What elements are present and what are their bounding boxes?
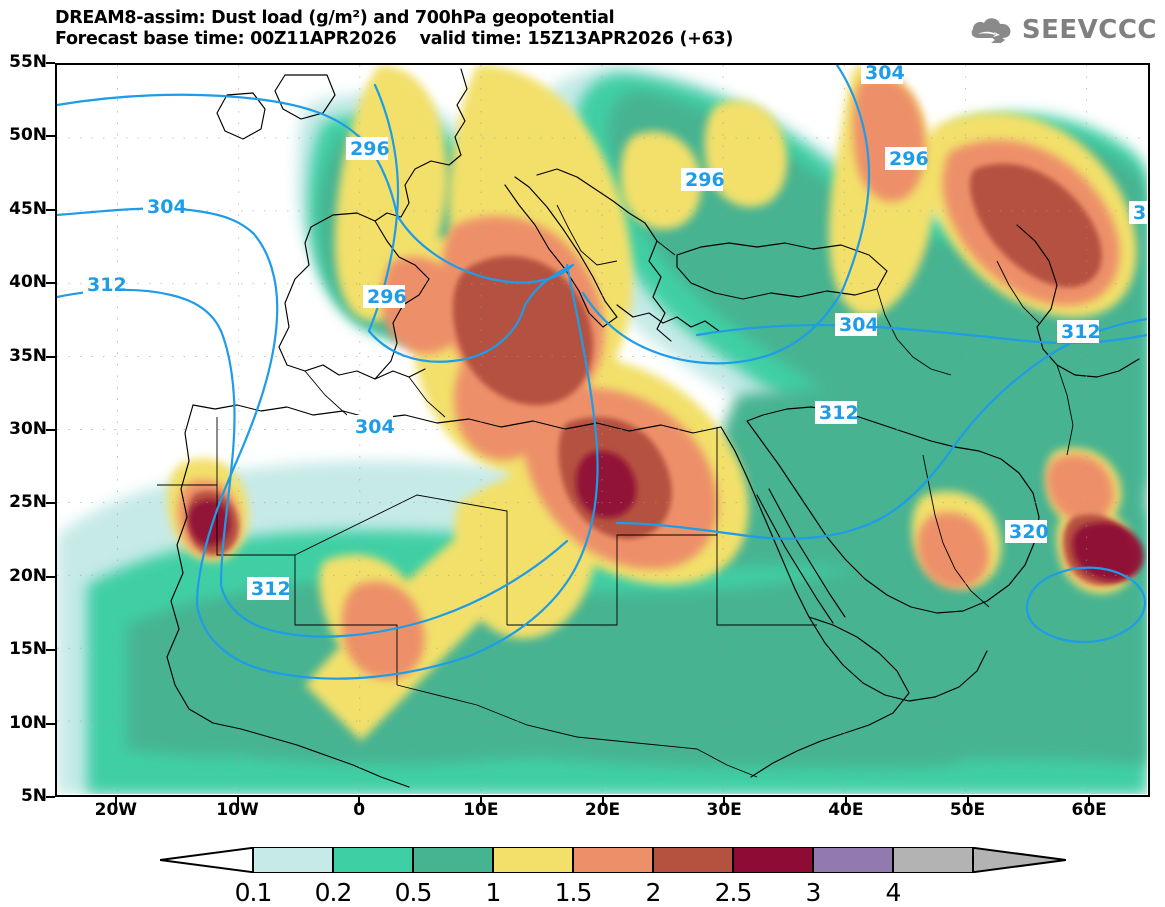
colorbar-label-2: 2 <box>645 878 662 907</box>
colorbar-segment-1[interactable] <box>333 847 413 873</box>
lon-tick-10e <box>479 797 482 806</box>
lon-tick-label-10w: 10W <box>216 800 259 820</box>
map-plot-area[interactable]: 296 296 296 296 304 304 304 304 312 <box>55 63 1150 797</box>
colorbar-label-0p1: 0.1 <box>234 878 273 907</box>
colorbar-segment-6[interactable] <box>733 847 813 873</box>
colorbar-segment-2[interactable] <box>413 847 493 873</box>
lat-tick-20n <box>46 575 55 578</box>
seevccc-logo: SEEVCCC <box>969 12 1157 48</box>
lon-tick-30e <box>723 797 726 806</box>
page-title: DREAM8-assim: Dust load (g/m²) and 700hP… <box>55 8 615 28</box>
lon-tick-50e <box>966 797 969 806</box>
lon-tick-label-40e: 40E <box>828 800 864 820</box>
lat-tick-label-25n: 25N <box>9 492 47 513</box>
svg-text:296: 296 <box>889 148 929 170</box>
lon-tick-20w <box>114 797 117 806</box>
lon-tick-label-30e: 30E <box>706 800 742 820</box>
lat-tick-label-10n: 10N <box>9 712 47 733</box>
lon-tick-0 <box>358 797 361 806</box>
page-subtitle: Forecast base time: 00Z11APR2026 valid t… <box>55 29 734 49</box>
lat-tick-label-35n: 35N <box>9 345 47 366</box>
chart-header: DREAM8-assim: Dust load (g/m²) and 700hP… <box>0 0 1165 58</box>
lat-tick-label-30n: 30N <box>9 419 47 439</box>
lon-tick-60e <box>1088 797 1091 806</box>
svg-text:312: 312 <box>251 578 291 600</box>
lon-tick-10w <box>236 797 239 806</box>
lat-tick-35n <box>46 355 55 358</box>
colorbar-over-arrow <box>973 847 1066 873</box>
colorbar-segment-3[interactable] <box>493 847 573 873</box>
lat-tick-55n <box>46 62 55 64</box>
lon-tick-label-50e: 50E <box>949 800 986 820</box>
svg-text:304: 304 <box>355 416 395 438</box>
colorbar-label-4: 4 <box>885 878 902 907</box>
colorbar[interactable]: 0.1 0.2 0.5 1 1.5 2 2.5 3 4 <box>0 838 1165 907</box>
lat-tick-50n <box>46 135 55 138</box>
lat-tick-label-45n: 45N <box>9 198 47 219</box>
lat-tick-label-5n: 5N <box>20 786 47 806</box>
svg-text:296: 296 <box>685 169 725 191</box>
svg-text:312: 312 <box>1061 321 1101 343</box>
coastlines-layer <box>166 68 1140 788</box>
colorbar-label-3: 3 <box>805 878 822 907</box>
colorbar-segments[interactable] <box>253 847 973 873</box>
lat-tick-label-15n: 15N <box>9 639 47 660</box>
lon-tick-40e <box>844 797 847 806</box>
lat-tick-15n <box>46 649 55 652</box>
lon-tick-20e <box>601 797 604 806</box>
colorbar-label-0p5: 0.5 <box>394 878 433 907</box>
colorbar-segment-7[interactable] <box>813 847 893 873</box>
lat-tick-label-50n: 50N <box>9 125 47 146</box>
lat-tick-label-20n: 20N <box>9 565 47 586</box>
colorbar-segment-5[interactable] <box>653 847 733 873</box>
dust-shading-3p0 <box>188 451 1144 581</box>
colorbar-segment-8[interactable] <box>893 847 973 873</box>
colorbar-label-0p2: 0.2 <box>314 878 353 907</box>
svg-text:312: 312 <box>87 274 127 296</box>
colorbar-segment-4[interactable] <box>573 847 653 873</box>
lon-tick-label-20e: 20E <box>584 800 621 820</box>
svg-text:304: 304 <box>865 65 905 84</box>
lat-tick-10n <box>46 722 55 725</box>
logo-text: SEEVCCC <box>1021 15 1157 45</box>
lon-tick-label-60e: 60E <box>1071 800 1107 820</box>
colorbar-segment-0[interactable] <box>253 847 333 873</box>
svg-text:312: 312 <box>819 402 859 424</box>
svg-text:296: 296 <box>350 138 390 160</box>
contour-labels: 296 296 296 296 304 304 304 304 312 <box>83 65 1147 600</box>
cloud-logo-icon <box>971 18 1011 43</box>
lat-tick-45n <box>46 208 55 211</box>
svg-text:304: 304 <box>839 314 879 336</box>
svg-text:3: 3 <box>1133 202 1146 224</box>
lat-tick-25n <box>46 502 55 505</box>
lat-tick-5n <box>46 796 55 798</box>
svg-text:320: 320 <box>1009 521 1049 543</box>
colorbar-under-arrow <box>160 847 253 873</box>
lat-tick-label-55n: 55N <box>9 52 47 72</box>
lon-tick-label-20w: 20W <box>94 800 138 820</box>
dust-load-map[interactable]: 296 296 296 296 304 304 304 304 312 <box>57 65 1147 794</box>
svg-text:296: 296 <box>367 286 407 308</box>
colorbar-label-1: 1 <box>485 878 502 907</box>
lat-tick-40n <box>46 282 55 285</box>
country-borders-layer <box>157 204 1074 778</box>
lon-tick-label-10e: 10E <box>463 800 499 820</box>
lon-tick-label-0: 0 <box>353 800 366 820</box>
colorbar-label-1p5: 1.5 <box>554 878 593 907</box>
lat-tick-30n <box>46 429 55 431</box>
lat-tick-label-40n: 40N <box>9 272 47 293</box>
svg-text:304: 304 <box>147 196 187 218</box>
colorbar-label-2p5: 2.5 <box>714 878 753 907</box>
